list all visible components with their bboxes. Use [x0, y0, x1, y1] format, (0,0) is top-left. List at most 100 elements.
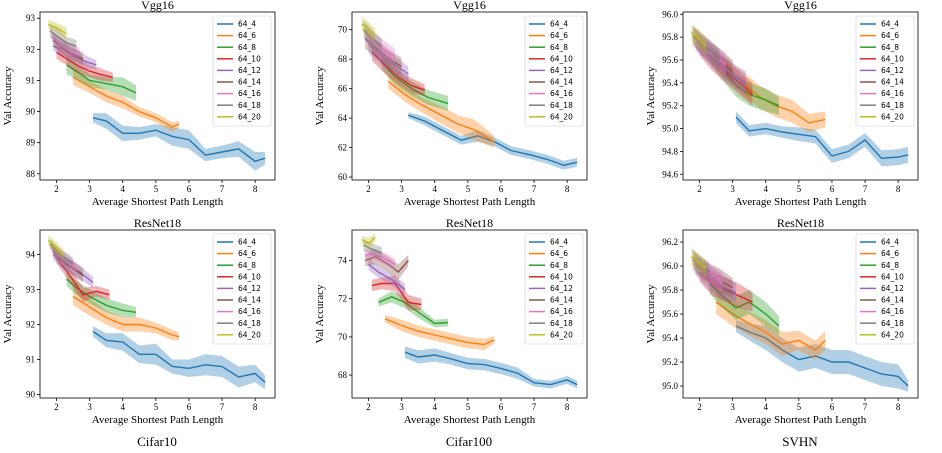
legend-label-64_20: 64_20	[550, 112, 573, 121]
series-line-64_12	[52, 45, 97, 66]
y-tick-label: 96.0	[662, 261, 678, 271]
plot-frame	[39, 11, 276, 181]
legend: 64_4 64_6 64_8 64_10 64_12 64_14 64_16 64_18 64_…	[524, 233, 584, 345]
x-tick-label: 8	[253, 184, 258, 194]
confidence-band-64_6	[388, 73, 495, 148]
y-tick-label: 95.0	[662, 381, 678, 391]
legend-label-64_12: 64_12	[238, 66, 261, 75]
x-tick-label: 2	[697, 184, 702, 194]
legend-box	[855, 15, 915, 127]
legend-label-64_4: 64_4	[550, 238, 568, 247]
confidence-band-64_8	[66, 55, 136, 101]
series-line-64_20	[361, 237, 376, 245]
y-tick-label: 68	[338, 54, 348, 64]
x-tick-label: 6	[187, 402, 192, 412]
x-tick-label: 6	[830, 402, 835, 412]
series-line-64_12	[695, 265, 737, 294]
series-line-64_18	[49, 243, 74, 264]
series-line-64_18	[363, 29, 383, 47]
x-tick-label: 8	[896, 184, 901, 194]
legend: 64_4 64_6 64_8 64_10 64_12 64_14 64_16 64_18 64_…	[855, 15, 915, 127]
series-line-64_4	[404, 351, 578, 386]
legend-label-64_4: 64_4	[881, 238, 899, 247]
x-tick-label: 7	[220, 184, 225, 194]
x-tick-label: 3	[399, 184, 404, 194]
series-line-64_4	[735, 116, 909, 160]
plot-frame	[351, 229, 588, 399]
legend-label-64_16: 64_16	[238, 89, 261, 98]
y-axis-label: Val Accuracy	[314, 284, 326, 343]
legend: 64_4 64_6 64_8 64_10 64_12 64_14 64_16 64_18 64_…	[524, 15, 584, 127]
confidence-band-64_4	[93, 113, 266, 171]
legend-label-64_4: 64_4	[238, 20, 256, 29]
legend-label-64_6: 64_6	[881, 31, 899, 40]
series-line-64_10	[371, 282, 422, 306]
confidence-band-64_10	[56, 252, 110, 302]
series-line-64_6	[715, 301, 826, 351]
series-line-64_8	[381, 61, 449, 105]
confidence-band-64_6	[716, 50, 826, 132]
legend-label-64_18: 64_18	[550, 101, 573, 110]
y-tick-label: 95.6	[662, 55, 678, 65]
legend-label-64_20: 64_20	[238, 112, 261, 121]
x-axis-label: Average Shortest Path Length	[404, 414, 536, 426]
series-line-64_4	[92, 330, 266, 383]
x-tick-label: 5	[154, 402, 159, 412]
y-tick-label: 95.2	[662, 357, 678, 367]
panel-title: ResNet18	[777, 216, 824, 230]
y-tick-label: 93	[26, 13, 36, 23]
y-tick-label: 60	[338, 172, 348, 182]
x-tick-label: 4	[120, 184, 125, 194]
confidence-band-64_8	[709, 45, 779, 115]
legend: 64_4 64_6 64_8 64_10 64_12 64_14 64_16 64_18 64_…	[855, 233, 915, 345]
legend-label-64_20: 64_20	[881, 112, 904, 121]
x-tick-label: 5	[466, 402, 471, 412]
legend-label-64_10: 64_10	[881, 54, 904, 63]
confidence-band-64_18	[49, 24, 77, 53]
panel-svhn-vgg16: Vgg16 2 3 4 5 6 7 8 94.6 94.8 95.0 95.2 95.4 95.6 95.8…	[645, 0, 919, 208]
series-line-64_20	[47, 239, 64, 255]
x-tick-label: 5	[154, 184, 159, 194]
series-line-64_8	[66, 278, 137, 313]
series-line-64_10	[371, 51, 426, 91]
series-line-64_4	[92, 117, 266, 163]
dataset-label-cifar10: Cifar10	[137, 434, 177, 449]
confidence-band-64_6	[716, 290, 826, 360]
series-line-64_12	[368, 43, 409, 75]
y-tick-label: 72	[338, 294, 347, 304]
y-tick-label: 94.8	[662, 146, 678, 156]
x-tick-label: 7	[863, 402, 868, 412]
legend-label-64_10: 64_10	[550, 272, 573, 281]
series-line-64_6	[384, 318, 495, 346]
series-line-64_8	[66, 64, 137, 94]
x-tick-label: 3	[399, 402, 404, 412]
series-line-64_18	[692, 34, 720, 61]
x-axis-label: Average Shortest Path Length	[735, 414, 867, 426]
plot-frame	[682, 11, 919, 181]
series-line-64_18	[692, 258, 710, 273]
legend-label-64_8: 64_8	[238, 43, 256, 52]
x-tick-label: 4	[432, 184, 437, 194]
x-tick-label: 5	[797, 184, 802, 194]
series-line-64_6	[72, 76, 180, 128]
dataset-label-svhn: SVHN	[782, 434, 818, 449]
legend-box	[524, 233, 584, 345]
x-tick-label: 2	[54, 402, 59, 412]
y-tick-label: 95.2	[662, 101, 678, 111]
legend-label-64_16: 64_16	[550, 307, 573, 316]
panel-title: Vgg16	[784, 0, 817, 12]
series-line-64_6	[387, 80, 495, 143]
y-tick-label: 96.0	[662, 9, 678, 19]
x-tick-label: 7	[532, 184, 537, 194]
x-axis-label: Average Shortest Path Length	[92, 414, 224, 426]
x-tick-label: 5	[797, 402, 802, 412]
x-tick-label: 6	[187, 184, 192, 194]
y-tick-label: 91	[26, 75, 35, 85]
legend-label-64_4: 64_4	[881, 20, 899, 29]
x-tick-label: 2	[697, 402, 702, 412]
series-line-64_4	[735, 325, 909, 387]
y-tick-label: 90	[26, 107, 36, 117]
confidence-band-64_8	[66, 272, 136, 318]
y-tick-label: 95.4	[662, 333, 678, 343]
y-tick-label: 96.2	[662, 237, 678, 247]
